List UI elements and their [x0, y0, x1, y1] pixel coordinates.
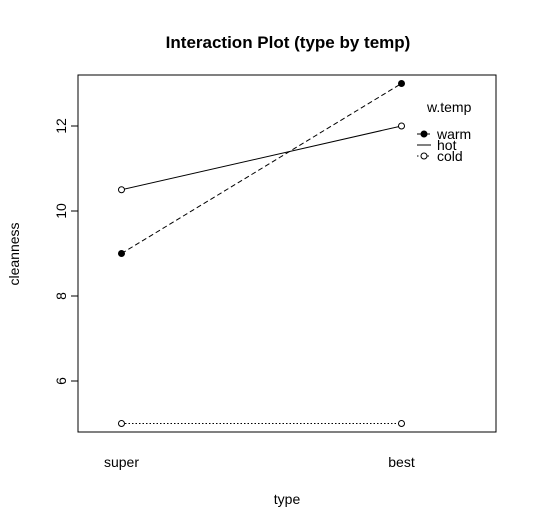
x-axis: super best — [104, 454, 415, 470]
legend-label-hot: hot — [437, 137, 457, 153]
series-hot — [118, 122, 405, 194]
legend-label-cold: cold — [437, 148, 463, 164]
data-point-warm-super — [118, 250, 125, 257]
chart-title: Interaction Plot (type by temp) — [166, 33, 411, 52]
legend-title: w.temp — [426, 99, 472, 115]
y-axis: 6 8 10 12 — [53, 118, 79, 385]
data-point-cold-best — [398, 420, 405, 427]
x-tick-label: super — [104, 454, 139, 470]
series-line-hot — [121, 125, 402, 191]
legend-marker-warm — [420, 130, 428, 138]
legend-label-warm: warm — [436, 126, 471, 142]
series-cold — [118, 420, 405, 427]
x-tick-label: best — [388, 454, 415, 470]
y-tick-label: 8 — [53, 292, 69, 300]
y-axis-label: cleanness — [6, 222, 22, 285]
series-line-warm — [121, 83, 402, 254]
data-point-warm-best — [398, 80, 405, 87]
legend-marker-cold — [420, 152, 428, 160]
y-tick-label: 6 — [53, 377, 69, 385]
y-tick-label: 12 — [53, 118, 69, 134]
series-layer — [118, 80, 405, 427]
series-warm — [118, 80, 405, 257]
data-point-hot-best — [398, 122, 405, 130]
data-point-cold-super — [118, 420, 125, 427]
y-tick-label: 10 — [53, 203, 69, 219]
x-axis-label: type — [274, 491, 301, 507]
plot-area-border — [77, 74, 497, 433]
data-point-hot-super — [118, 186, 125, 194]
